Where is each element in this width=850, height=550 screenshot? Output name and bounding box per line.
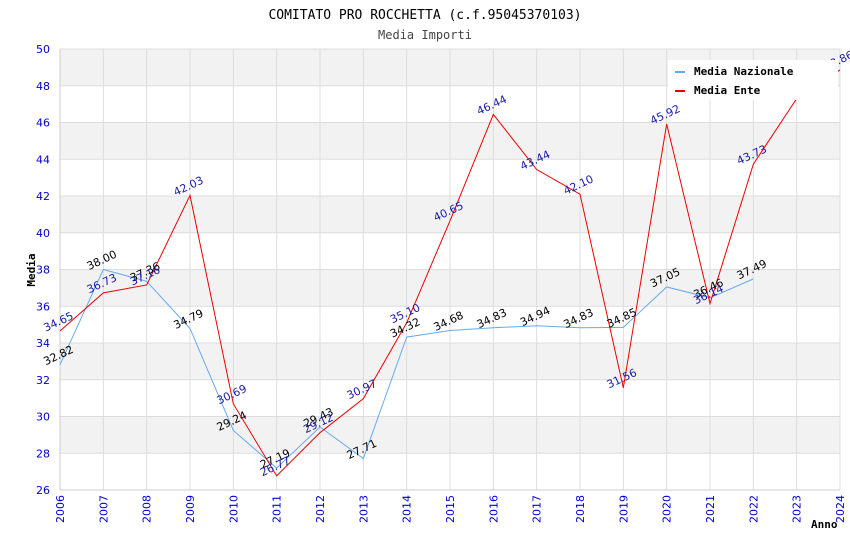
y-tick-label: 44 (36, 153, 50, 166)
x-tick-label: 2014 (401, 495, 414, 523)
y-tick-label: 28 (36, 447, 50, 460)
x-tick-label: 2018 (574, 495, 587, 523)
x-tick-label: 2015 (444, 495, 457, 523)
x-tick-label: 2013 (357, 495, 370, 523)
x-tick-label: 2019 (617, 495, 630, 523)
x-axis-label: Anno (811, 518, 838, 531)
x-tick-label: 2009 (184, 495, 197, 523)
y-axis-label: Media (25, 253, 38, 286)
chart-subtitle: Media Importi (378, 28, 472, 42)
y-tick-label: 46 (36, 117, 50, 130)
x-tick-label: 2023 (791, 495, 804, 523)
y-tick-label: 26 (36, 484, 50, 497)
x-tick-label: 2006 (54, 495, 67, 523)
y-tick-label: 30 (36, 411, 50, 424)
y-tick-label: 42 (36, 190, 50, 203)
x-tick-label: 2016 (487, 495, 500, 523)
y-tick-label: 36 (36, 300, 50, 313)
axes (59, 49, 840, 491)
legend-label-media-ente: Media Ente (694, 84, 761, 97)
series-line-media-ente (59, 69, 841, 477)
legend-label-media-nazionale: Media Nazionale (694, 65, 794, 78)
x-tick-label: 2020 (661, 495, 674, 523)
x-tick-label: 2007 (97, 495, 110, 523)
x-tick-label: 2010 (227, 495, 240, 523)
x-tick-label: 2024 (834, 495, 847, 523)
legend: Media Nazionale Media Ente (668, 60, 838, 100)
x-tick-label: 2017 (531, 495, 544, 523)
legend-box (668, 60, 838, 100)
x-tick-label: 2011 (271, 495, 284, 523)
x-tick-labels: 2006 2007 2008 2009 2010 2011 2012 2013 2014 2015… (54, 495, 847, 523)
x-tick-label: 2021 (704, 495, 717, 523)
y-tick-label: 38 (36, 264, 50, 277)
y-tick-labels: 26 28 30 32 34 36 38 40 42 44 46 48 50 (36, 43, 50, 497)
y-tick-label: 32 (36, 374, 50, 387)
chart-title: COMITATO PRO ROCCHETTA (c.f.95045370103) (268, 8, 581, 23)
y-tick-label: 34 (36, 337, 50, 350)
x-tick-label: 2012 (314, 495, 327, 523)
x-tick-label: 2022 (747, 495, 760, 523)
y-tick-label: 48 (36, 80, 50, 93)
series-line-media-nazionale (59, 268, 754, 469)
y-tick-label: 50 (36, 43, 50, 56)
x-tick-label: 2008 (141, 495, 154, 523)
y-tick-label: 40 (36, 227, 50, 240)
series-lines (59, 69, 841, 477)
